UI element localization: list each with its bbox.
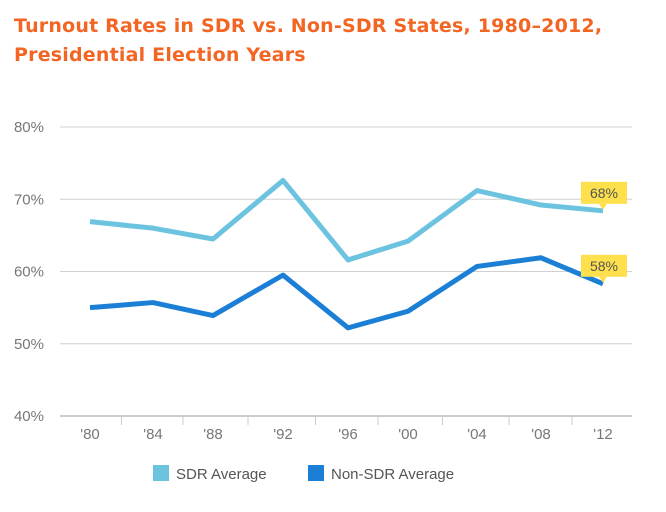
callout-label: 58% (590, 258, 618, 274)
callout-pointer (599, 276, 607, 283)
gridlines (60, 126, 632, 417)
x-tick-label: '84 (143, 426, 163, 443)
series-lines (89, 177, 604, 331)
y-tick-label: 70% (14, 191, 44, 208)
data-callouts: 68% 58% (581, 181, 627, 283)
callout-pointer (599, 203, 607, 210)
legend-label: SDR Average (176, 466, 267, 483)
x-tick-label: '92 (273, 426, 293, 443)
callout-box (581, 181, 627, 204)
x-tick-label: '88 (203, 426, 223, 443)
legend-label: Non-SDR Average (331, 466, 454, 483)
legend-item-non-sdr: Non-SDR Average (308, 465, 454, 483)
callout-label: 68% (590, 185, 618, 201)
x-tick-label: '04 (467, 426, 487, 443)
legend-swatch (153, 465, 169, 481)
chart-title-line-1: Turnout Rates in SDR vs. Non-SDR States,… (14, 15, 603, 37)
legend-item-sdr: SDR Average (153, 465, 267, 483)
y-axis-tick-labels: 40% 50% 60% 70% 80% (14, 119, 44, 425)
y-tick-label: 80% (14, 119, 44, 136)
series-line-sdr (89, 177, 604, 263)
legend: SDR Average Non-SDR Average (153, 465, 454, 483)
x-tick-label: '12 (593, 426, 613, 443)
chart-title: Turnout Rates in SDR vs. Non-SDR States,… (14, 12, 654, 70)
x-tick-label: '08 (531, 426, 551, 443)
legend-swatch (308, 465, 324, 481)
y-tick-label: 50% (14, 336, 44, 353)
chart-title-line-2: Presidential Election Years (14, 44, 306, 66)
callout-box (581, 254, 627, 277)
x-tick-label: '00 (398, 426, 418, 443)
series-line-non-sdr (89, 255, 604, 331)
y-tick-label: 40% (14, 408, 44, 425)
x-tick-label: '96 (338, 426, 358, 443)
y-tick-label: 60% (14, 264, 44, 281)
callout-non-sdr: 58% (581, 254, 627, 283)
x-axis-tick-labels: '80 '84 '88 '92 '96 '00 '04 '08 '12 (80, 416, 613, 443)
callout-sdr: 68% (581, 181, 627, 210)
x-tick-label: '80 (80, 426, 100, 443)
